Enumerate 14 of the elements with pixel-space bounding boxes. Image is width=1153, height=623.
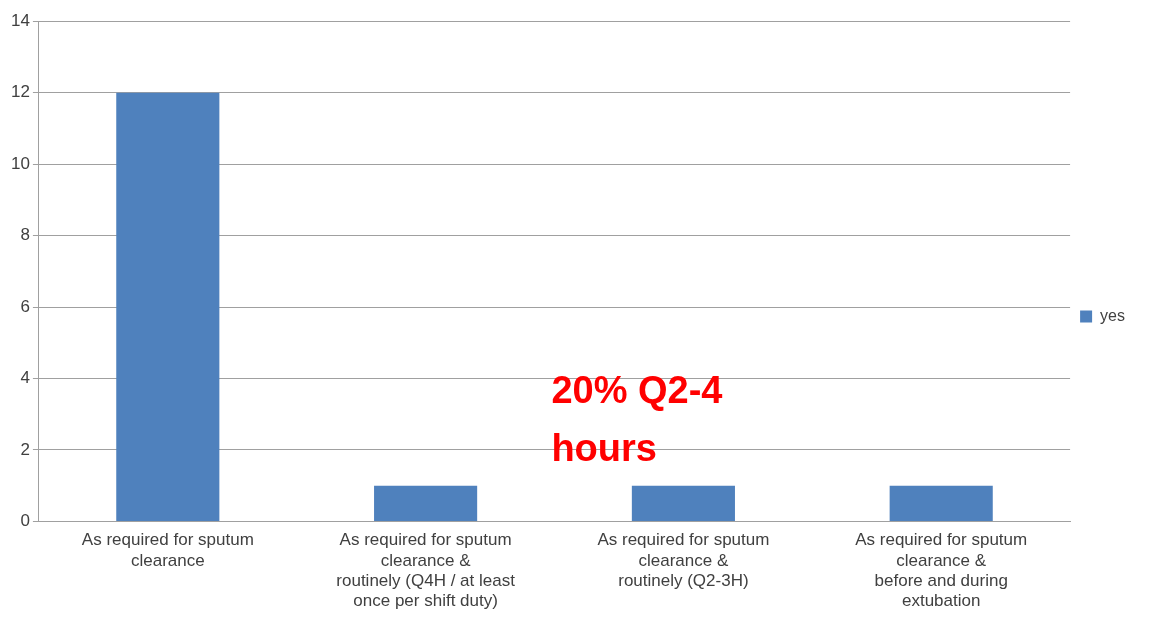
y-tick-label: 12	[10, 82, 30, 102]
x-tick-label: As required for sputum clearance & routinely (Q4H / at least once per shift duty)	[336, 530, 516, 611]
x-tick-label: As required for sputum clearance & before and during extubation	[855, 530, 1028, 611]
y-tick-label: 2	[20, 439, 30, 459]
x-tick-label: As required for sputum clearance	[81, 530, 254, 570]
y-tick-label: 14	[10, 10, 30, 30]
y-tick-label: 8	[20, 225, 30, 245]
x-tick-label: As required for sputum clearance & routinely (Q2-3H)	[597, 530, 770, 591]
legend-label: yes	[1100, 306, 1126, 324]
y-tick-label: 0	[20, 511, 30, 531]
annotation: 20% Q2-4 hours	[551, 369, 723, 470]
y-tick-label: 4	[20, 368, 30, 388]
y-tick-label: 6	[20, 296, 30, 316]
y-tick-label: 10	[10, 153, 30, 173]
